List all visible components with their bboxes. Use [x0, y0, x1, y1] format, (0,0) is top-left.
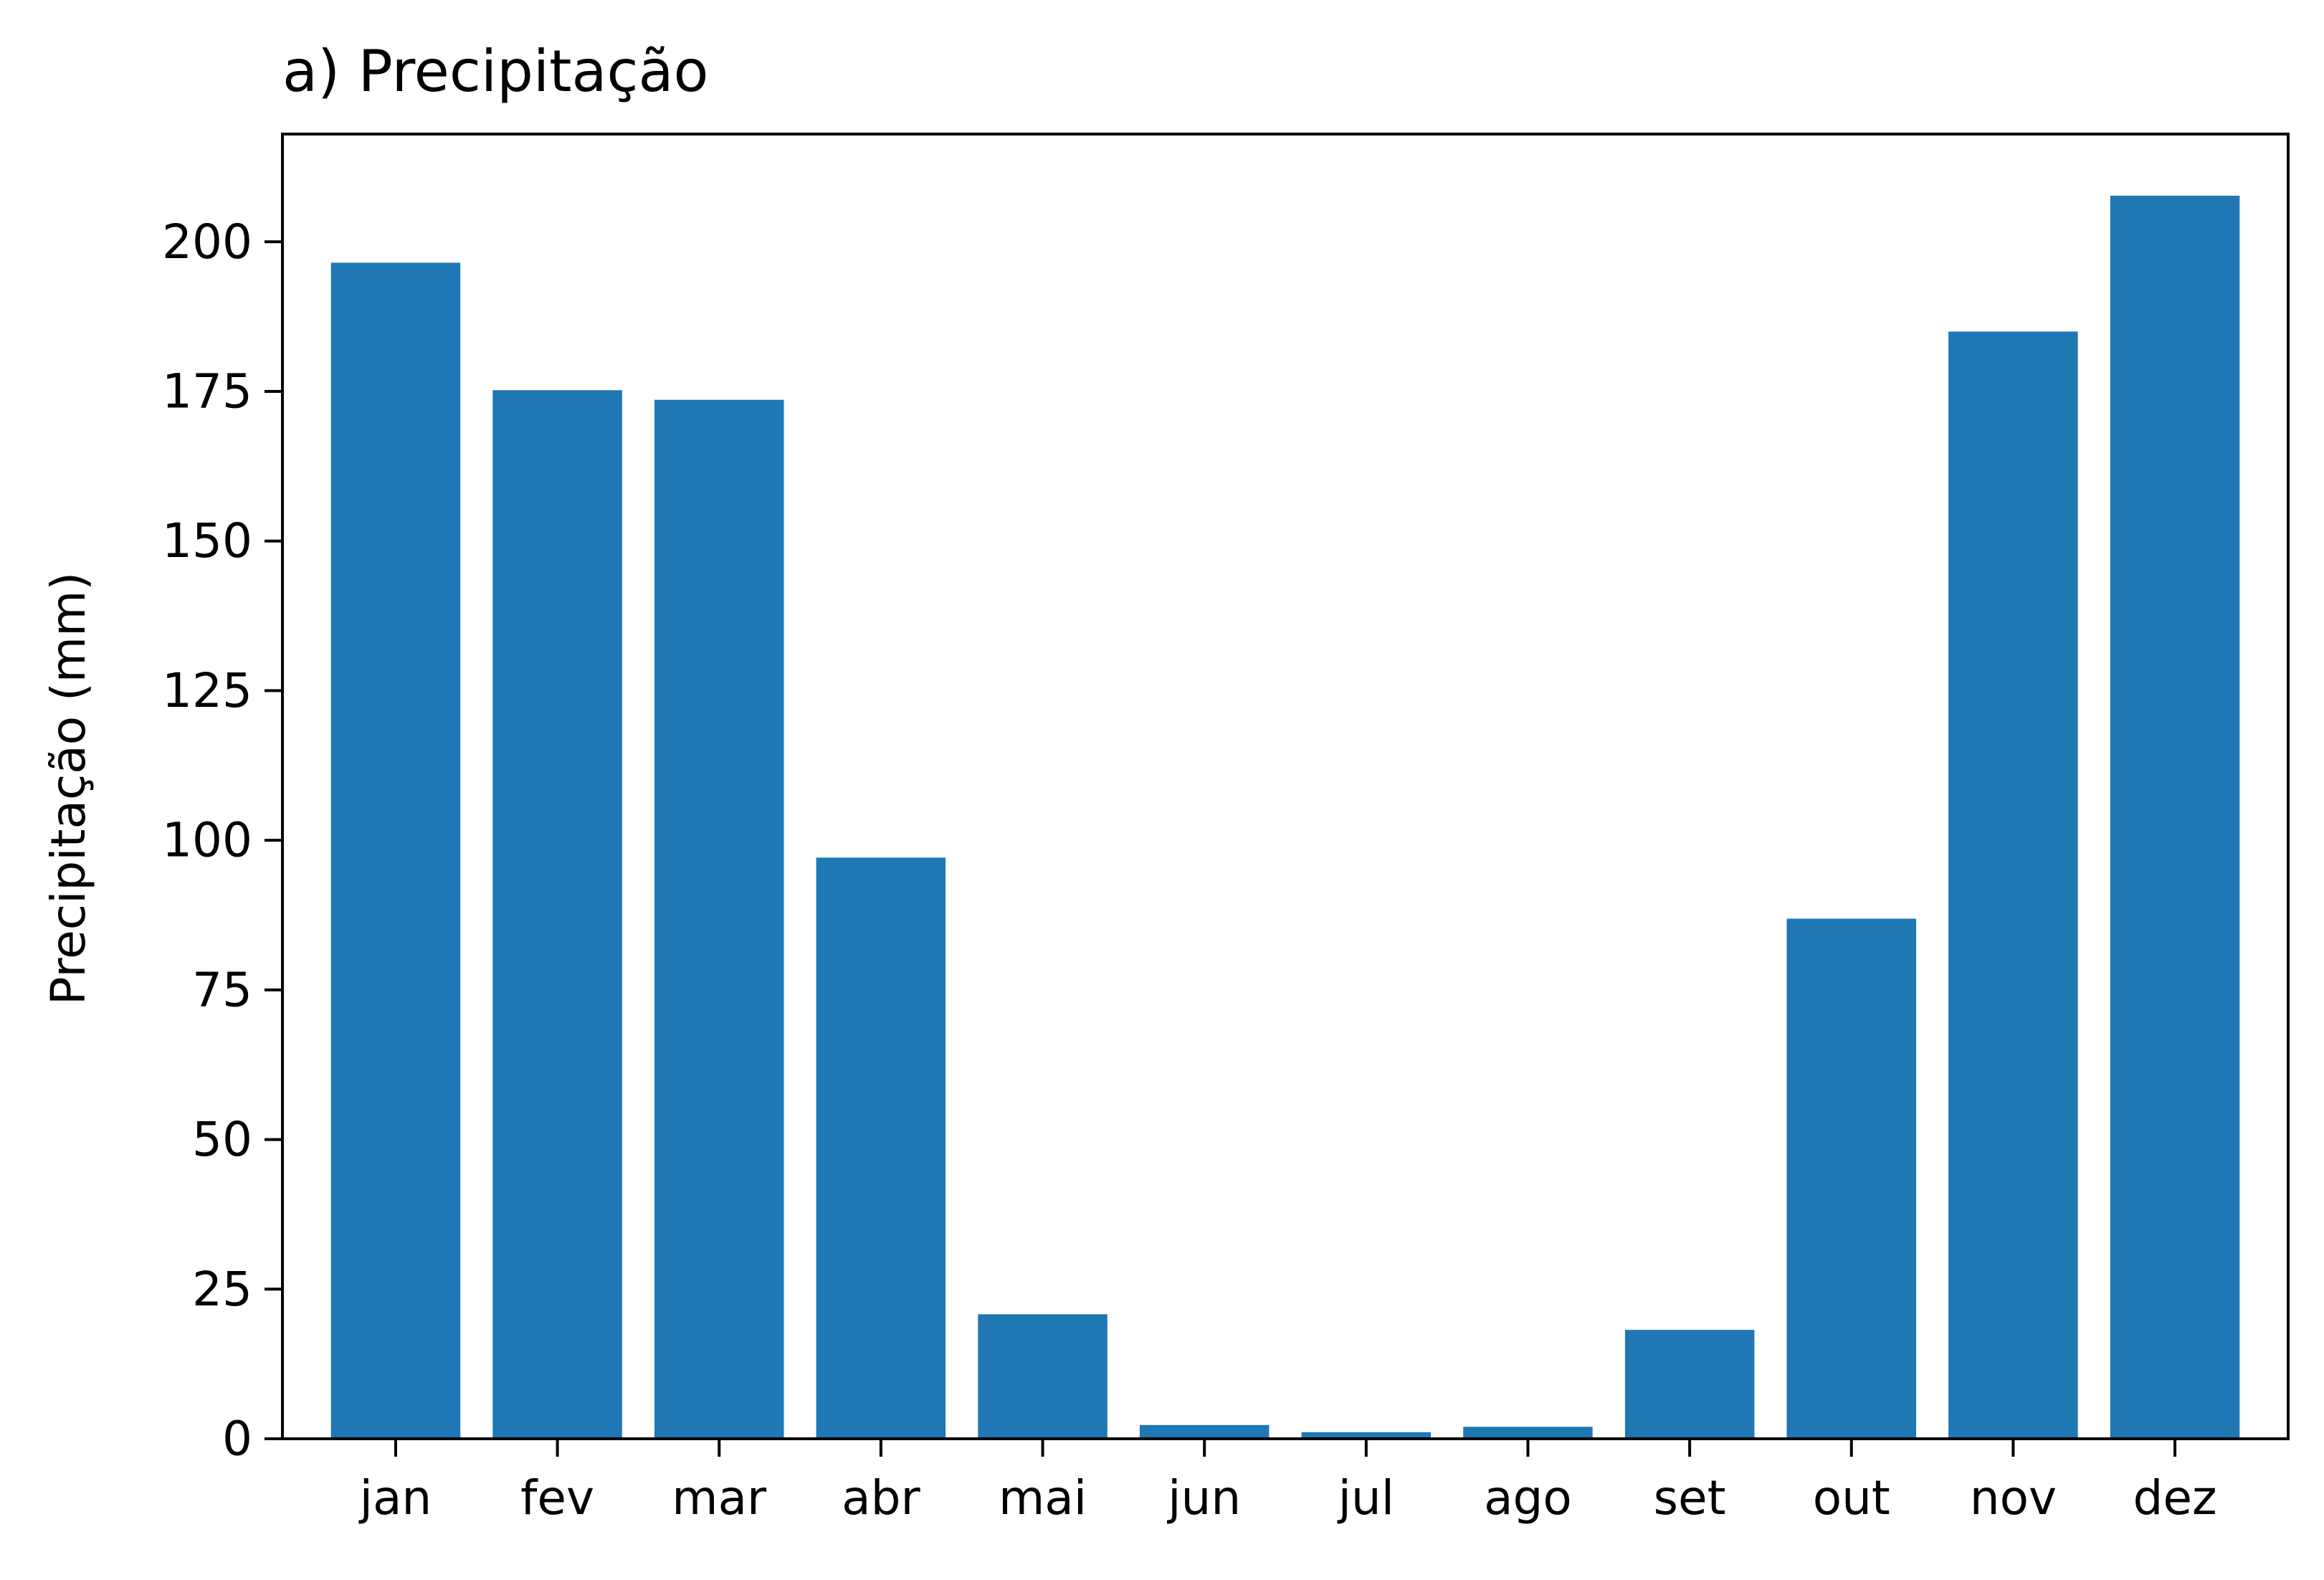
x-tick-label-jul: jul	[1337, 1470, 1395, 1526]
y-tick-label: 175	[162, 363, 252, 419]
y-axis-title: Precipitação (mm)	[41, 572, 96, 1005]
x-tick-label-abr: abr	[842, 1470, 920, 1526]
x-tick-label-nov: nov	[1970, 1470, 2057, 1526]
bar-ago	[1463, 1427, 1593, 1439]
x-tick-label-jun: jun	[1166, 1470, 1241, 1526]
bars	[330, 196, 2240, 1439]
x-tick-label-fev: fev	[520, 1470, 594, 1526]
bar-jul	[1301, 1432, 1432, 1439]
x-tick-label-out: out	[1813, 1470, 1890, 1526]
bar-set	[1624, 1330, 1755, 1439]
y-tick-label: 75	[192, 962, 252, 1017]
bar-nov	[1948, 331, 2078, 1439]
y-tick-label: 50	[192, 1112, 252, 1167]
bar-abr	[816, 857, 946, 1439]
bar-out	[1786, 918, 1916, 1439]
x-tick-label-mai: mai	[999, 1470, 1087, 1526]
y-tick-label: 25	[192, 1262, 252, 1317]
bar-fev	[492, 390, 622, 1439]
x-tick-label-dez: dez	[2133, 1470, 2216, 1526]
bar-mar	[654, 399, 784, 1439]
x-axis-ticks: jan fev mar abr mai jun jul ago set out nov dez	[358, 1439, 2217, 1526]
y-tick-label: 0	[222, 1412, 252, 1467]
y-axis-ticks: 0 25 50 75 100 125 150 175 200	[162, 214, 282, 1467]
y-tick-label: 200	[162, 214, 252, 270]
x-tick-label-jan: jan	[358, 1470, 432, 1526]
y-tick-label: 125	[162, 663, 252, 718]
bar-jun	[1139, 1424, 1270, 1439]
y-tick-label: 100	[162, 813, 252, 868]
bar-dez	[2110, 196, 2240, 1439]
x-tick-label-set: set	[1654, 1470, 1726, 1526]
plot-frame	[281, 133, 2290, 1440]
chart-title: a) Precipitação	[282, 38, 708, 105]
bar-jan	[330, 262, 461, 1439]
x-tick-label-ago: ago	[1484, 1470, 1572, 1526]
x-tick-label-mar: mar	[672, 1470, 767, 1526]
y-tick-label: 150	[162, 513, 252, 568]
bar-mai	[978, 1314, 1108, 1439]
